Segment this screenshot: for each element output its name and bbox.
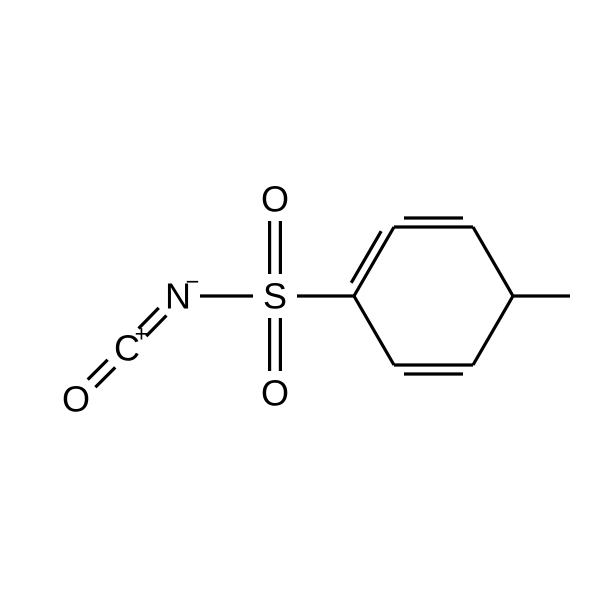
atom-label: O (261, 179, 289, 220)
atom-label: O (261, 373, 289, 414)
atom-label: S (263, 276, 287, 317)
molecule-diagram: OC+N−SOO (0, 0, 600, 600)
atom-charge: − (186, 269, 200, 295)
atom-charge: + (135, 321, 149, 347)
atom-label: O (62, 379, 90, 420)
